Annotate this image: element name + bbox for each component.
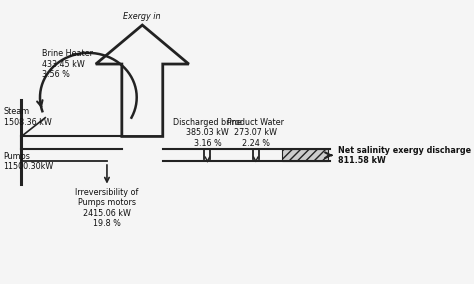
Text: Net salinity exergy discharge
811.58 kW: Net salinity exergy discharge 811.58 kW <box>337 145 471 165</box>
Text: Discharged brine
385.03 kW
3.16 %: Discharged brine 385.03 kW 3.16 % <box>173 118 242 148</box>
Text: Product Water
273.07 kW
2.24 %: Product Water 273.07 kW 2.24 % <box>227 118 284 148</box>
Text: Brine Heater
433.45 kW
3.56 %: Brine Heater 433.45 kW 3.56 % <box>42 49 93 79</box>
Text: Irreversibility of
Pumps motors
2415.06 kW
19.8 %: Irreversibility of Pumps motors 2415.06 … <box>75 188 138 228</box>
Text: Steam
1508.36 kW: Steam 1508.36 kW <box>3 107 51 127</box>
Text: Pumps
11500.30kW: Pumps 11500.30kW <box>3 152 54 171</box>
Text: Exergy in: Exergy in <box>124 12 161 21</box>
Bar <box>282 149 328 162</box>
